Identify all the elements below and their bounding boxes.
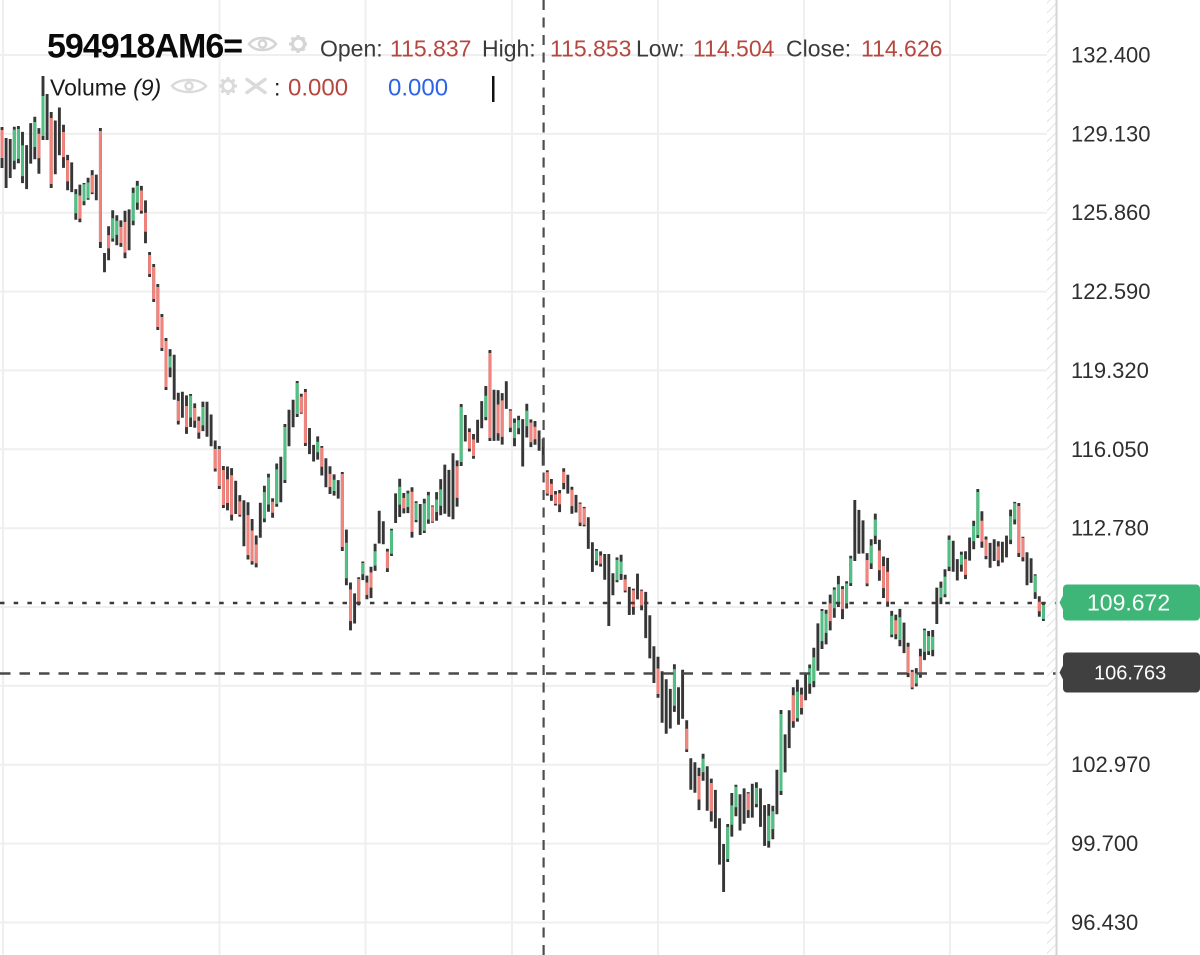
svg-text:Low:: Low: bbox=[636, 36, 685, 62]
svg-text:115.837: 115.837 bbox=[390, 36, 471, 62]
svg-text:102.970: 102.970 bbox=[1071, 752, 1151, 777]
svg-text:116.050: 116.050 bbox=[1071, 437, 1149, 462]
svg-text:106.763: 106.763 bbox=[1094, 663, 1166, 685]
svg-text:109.672: 109.672 bbox=[1087, 590, 1170, 616]
svg-text:0.000: 0.000 bbox=[288, 75, 348, 102]
svg-text:132.400: 132.400 bbox=[1071, 43, 1151, 68]
svg-text:96.430: 96.430 bbox=[1071, 910, 1138, 935]
svg-text:594918AM6=: 594918AM6= bbox=[47, 28, 242, 66]
svg-text:119.320: 119.320 bbox=[1071, 358, 1149, 383]
svg-text:0.000: 0.000 bbox=[388, 75, 448, 102]
svg-text:114.504: 114.504 bbox=[693, 36, 775, 62]
svg-text:Close:: Close: bbox=[786, 36, 851, 62]
svg-text:129.130: 129.130 bbox=[1071, 121, 1151, 146]
svg-text:High:: High: bbox=[482, 36, 536, 62]
svg-text:Volume (9): Volume (9) bbox=[50, 75, 161, 101]
svg-text:122.590: 122.590 bbox=[1071, 279, 1151, 304]
svg-text:125.860: 125.860 bbox=[1071, 200, 1151, 225]
svg-text:112.780: 112.780 bbox=[1071, 516, 1149, 541]
svg-text:99.700: 99.700 bbox=[1071, 831, 1138, 856]
svg-text:115.853: 115.853 bbox=[550, 36, 631, 62]
svg-text::: : bbox=[274, 75, 280, 101]
svg-text:Open:: Open: bbox=[320, 36, 383, 62]
svg-text:114.626: 114.626 bbox=[861, 36, 942, 62]
